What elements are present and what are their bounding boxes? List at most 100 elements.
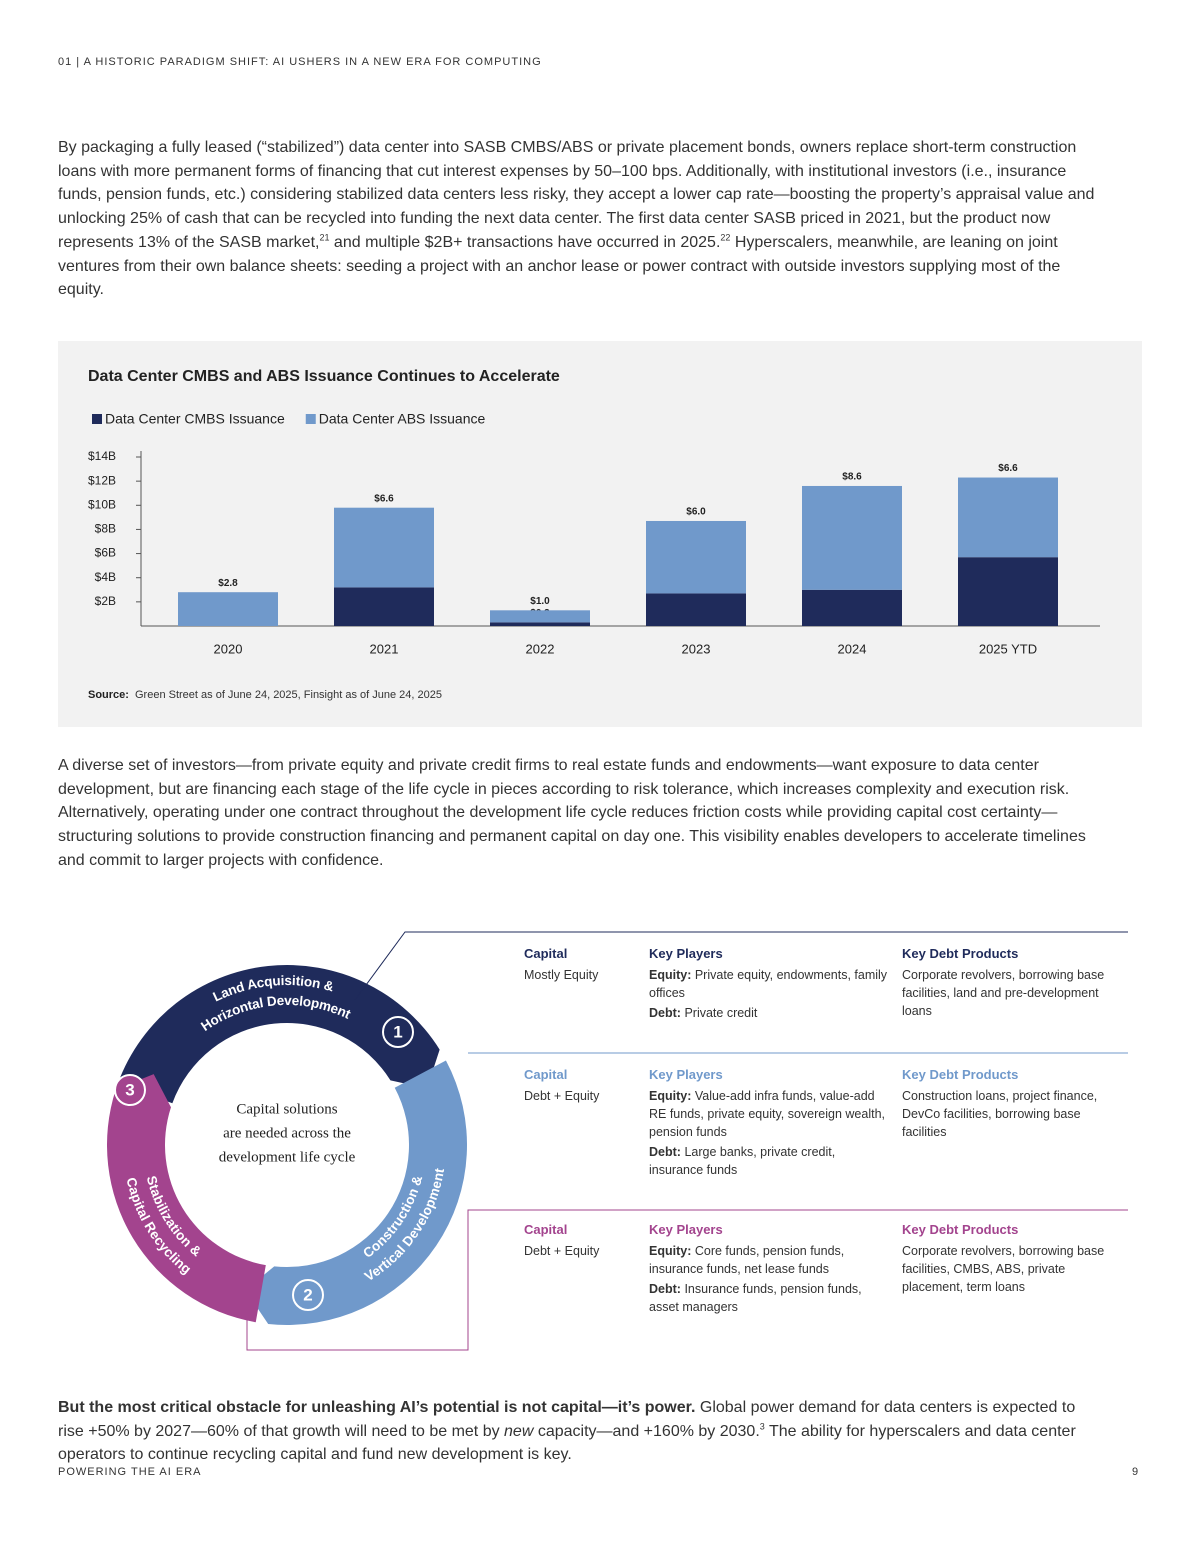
cycle-segment <box>106 1074 266 1323</box>
footnote: 3 <box>759 1421 765 1432</box>
connector <box>354 931 1128 1001</box>
y-tick-label: $12B <box>88 473 116 487</box>
lead: But the most critical obstacle for unlea… <box>58 1399 696 1416</box>
products-value: Construction loans, project finance, Dev… <box>902 1089 1098 1139</box>
x-tick-label: 2020 <box>214 641 243 656</box>
stage-badge <box>292 1279 324 1311</box>
players-cell: Key Players Equity: Core funds, pension f… <box>649 1221 889 1316</box>
capital-heading: Capital <box>524 1222 568 1237</box>
value-label: $6.0 <box>686 507 706 518</box>
header: 01 | A HISTORIC PARADIGM SHIFT: AI USHER… <box>58 56 542 68</box>
closing: But the most critical obstacle for unlea… <box>58 1396 1103 1467</box>
bar-segment <box>802 589 902 626</box>
equity: Equity: Private equity, endowments, fami… <box>649 966 889 1002</box>
text: The ability for hyperscalers and data ce… <box>58 1422 1076 1464</box>
y-tick-label: $8B <box>95 522 116 536</box>
equity-label: Equity: <box>649 968 692 982</box>
text: and multiple $2B+ transactions have occu… <box>329 233 721 251</box>
legend-label: Data Center ABS Issuance <box>319 411 486 427</box>
x-tick-label: 2024 <box>838 641 867 656</box>
bar-segment <box>958 557 1058 626</box>
chart-title: Data Center CMBS and ABS Issuance Contin… <box>88 368 560 385</box>
equity-value: Value-add infra funds, value-add RE fund… <box>649 1089 886 1139</box>
products-heading: Key Debt Products <box>902 1067 1019 1082</box>
equity: Equity: Core funds, pension funds, insur… <box>649 1242 889 1278</box>
equity: Equity: Value-add infra funds, value-add… <box>649 1087 889 1141</box>
legend-swatch <box>305 414 316 424</box>
x-tick-label: 2023 <box>682 641 711 656</box>
page-number: 9 <box>1132 1466 1140 1478</box>
products-cell: Key Debt Products Construction loans, pro… <box>902 1066 1127 1141</box>
value-label: $1.0 <box>530 596 550 607</box>
players-heading: Key Players <box>649 946 723 961</box>
text: By packaging a fully leased (“stabilized… <box>58 139 1095 251</box>
players-cell: Key Players Equity: Private equity, endow… <box>649 945 889 1022</box>
debt-label: Debt: <box>649 1006 681 1020</box>
y-tick-label: $6B <box>95 546 116 560</box>
capital-cell: Capital Debt + Equity <box>524 1066 639 1105</box>
capital-cell: Capital Mostly Equity <box>524 945 639 984</box>
debt: Debt: Private credit <box>649 1004 889 1022</box>
capital-value: Debt + Equity <box>524 1244 600 1258</box>
debt-value: Private credit <box>684 1006 758 1020</box>
x-tick-label: 2022 <box>526 641 555 656</box>
cycle-segment <box>117 965 440 1104</box>
bar-segment <box>646 520 746 594</box>
equity-value: Core funds, pension funds, insurance fun… <box>649 1244 845 1276</box>
bar-segment <box>334 587 434 626</box>
debt-value: Insurance funds, pension funds, asset ma… <box>649 1282 862 1314</box>
footer: POWERING THE AI ERA <box>58 1466 202 1478</box>
debt-label: Debt: <box>649 1282 681 1296</box>
legend-swatch <box>92 414 102 424</box>
stage-badge <box>114 1074 146 1106</box>
legend-label: Data Center CMBS Issuance <box>105 411 285 427</box>
footnote: 21 <box>319 232 330 243</box>
text: Hyperscalers, meanwhile, are leaning on … <box>58 233 1061 299</box>
diagram: Land Acquisition &Horizontal Development… <box>106 931 1128 1351</box>
capital-heading: Capital <box>524 946 568 961</box>
stage-number: 3 <box>125 1080 134 1099</box>
capital-value: Mostly Equity <box>524 968 599 982</box>
value-label: $2.8 <box>218 578 238 589</box>
capital-value: Debt + Equity <box>524 1089 600 1103</box>
equity-label: Equity: <box>649 1089 692 1103</box>
paragraph: A diverse set of investors—from private … <box>58 757 1086 869</box>
emphasis: new <box>504 1422 534 1440</box>
capital-cell: Capital Debt + Equity <box>524 1221 639 1260</box>
products-cell: Key Debt Products Corporate revolvers, bo… <box>902 1221 1127 1296</box>
source-label: Source: <box>88 689 129 701</box>
products-cell: Key Debt Products Corporate revolvers, bo… <box>902 945 1127 1020</box>
bar-segment <box>334 507 434 588</box>
equity-label: Equity: <box>649 1244 692 1258</box>
stage-number: 1 <box>393 1022 402 1041</box>
source: Green Street as of June 24, 2025, Finsig… <box>135 689 442 701</box>
y-tick-label: $2B <box>95 594 116 608</box>
equity-value: Private equity, endowments, family offic… <box>649 968 888 1000</box>
center-text: are needed across the <box>223 1125 351 1141</box>
y-tick-label: $14B <box>88 449 116 463</box>
bar-segment <box>802 485 902 590</box>
debt: Debt: Large banks, private credit, insur… <box>649 1143 889 1179</box>
value-label: $8.6 <box>842 472 862 483</box>
center-text: Capital solutions <box>236 1101 337 1117</box>
value-label: $6.6 <box>374 493 394 504</box>
products-heading: Key Debt Products <box>902 1222 1019 1237</box>
cycle-segment <box>245 1060 468 1325</box>
bar-segment <box>646 593 746 626</box>
products-heading: Key Debt Products <box>902 946 1019 961</box>
bar-segment <box>958 477 1058 558</box>
products-value: Corporate revolvers, borrowing base faci… <box>902 968 1105 1018</box>
players-heading: Key Players <box>649 1067 723 1082</box>
intro: By packaging a fully leased (“stabilized… <box>58 136 1103 302</box>
stage-badge <box>382 1016 414 1048</box>
bar-segment <box>490 622 590 626</box>
bar-segment <box>490 610 590 623</box>
stage-number: 2 <box>303 1285 312 1304</box>
footnote: 22 <box>720 232 731 243</box>
products-value: Corporate revolvers, borrowing base faci… <box>902 1244 1105 1294</box>
text: capacity—and +160% by 2030. <box>533 1422 760 1440</box>
chart: Data Center CMBS and ABS Issuance Contin… <box>88 368 1100 701</box>
x-tick-label: 2021 <box>370 641 399 656</box>
x-tick-label: 2025 YTD <box>979 641 1037 656</box>
